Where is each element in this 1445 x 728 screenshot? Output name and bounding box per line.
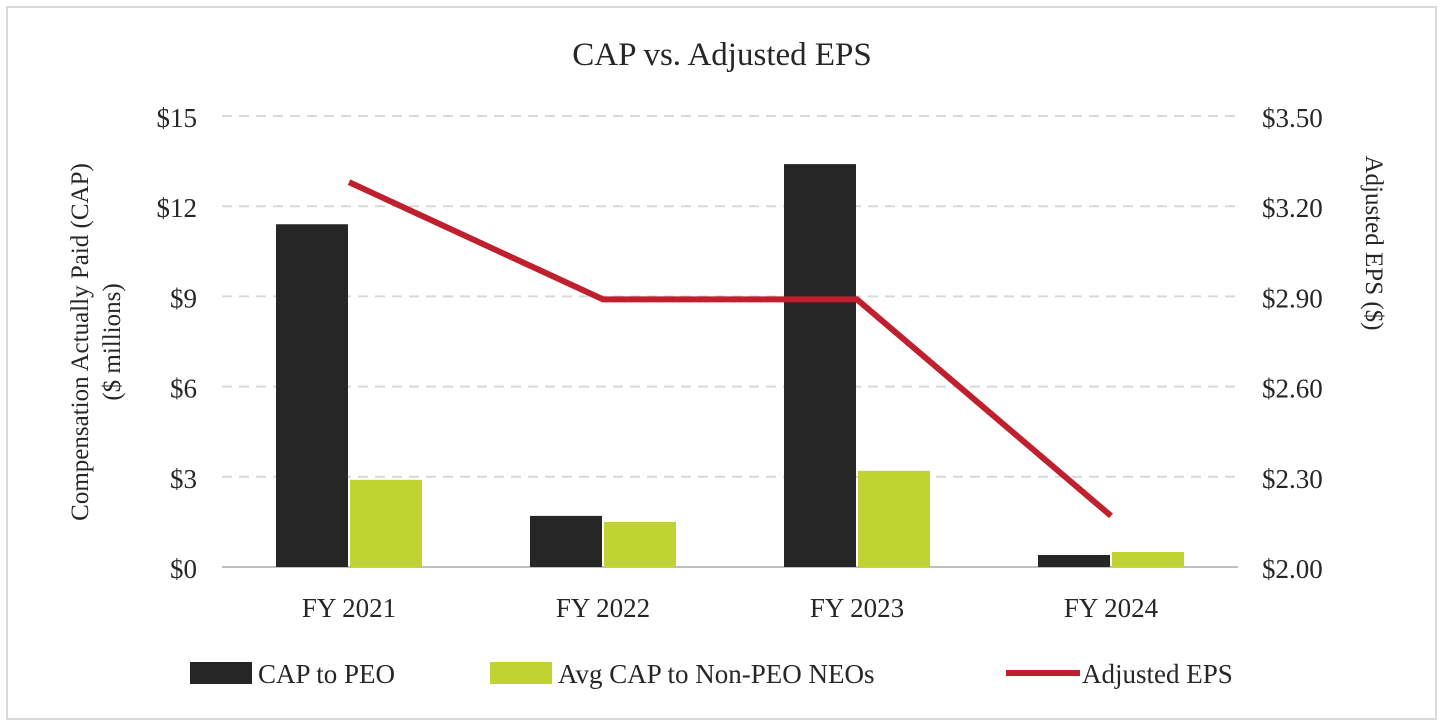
chart-frame [6, 6, 1437, 720]
x-tick-label: FY 2024 [1064, 593, 1159, 623]
y2-tick-label: $2.90 [1262, 283, 1323, 313]
y2-axis-ticks: $2.00 $2.30 $2.60 $2.90 $3.20 $3.50 [1262, 103, 1323, 584]
y-tick-label: $12 [157, 193, 198, 223]
legend-swatch [190, 662, 252, 684]
x-tick-label: FY 2023 [810, 593, 904, 623]
y-axis-title: Compensation Actually Paid (CAP) ($ mill… [67, 163, 126, 521]
y2-axis-title: Adjusted EPS ($) [1360, 156, 1387, 331]
y2-tick-label: $3.20 [1262, 193, 1323, 223]
y2-tick-label: $2.60 [1262, 374, 1323, 404]
y-axis-ticks: $0 $3 $6 $9 $12 $15 [157, 103, 198, 584]
bar-avg-cap-to-non-peo-neos [1112, 551, 1184, 567]
bar-cap-to-peo [784, 164, 856, 567]
x-tick-label: FY 2022 [556, 593, 650, 623]
line-adjusted-eps [347, 179, 1113, 519]
y-tick-label: $6 [170, 374, 197, 404]
legend-label: Adjusted EPS [1082, 659, 1233, 689]
bar-avg-cap-to-non-peo-neos [858, 470, 930, 567]
x-axis-ticks: FY 2021 FY 2022 FY 2023 FY 2024 [302, 593, 1159, 623]
x-tick-label: FY 2021 [302, 593, 396, 623]
bar-avg-cap-to-non-peo-neos [350, 479, 422, 567]
legend-label: CAP to PEO [258, 659, 395, 689]
legend: CAP to PEO Avg CAP to Non-PEO NEOs Adjuste… [190, 659, 1233, 689]
y2-tick-label: $2.30 [1262, 464, 1323, 494]
y-tick-label: $0 [170, 554, 197, 584]
bar-cap-to-peo [530, 515, 602, 567]
y-tick-label: $9 [170, 283, 197, 313]
y-axis-title-line2: ($ millions) [99, 283, 126, 400]
legend-label: Avg CAP to Non-PEO NEOs [558, 659, 875, 689]
y-tick-label: $15 [157, 103, 198, 133]
bar-cap-to-peo [1038, 554, 1110, 567]
lines [347, 179, 1113, 519]
y-tick-label: $3 [170, 464, 197, 494]
y2-tick-label: $3.50 [1262, 103, 1323, 133]
y2-tick-label: $2.00 [1262, 554, 1323, 584]
bar-cap-to-peo [276, 224, 348, 568]
chart-title: CAP vs. Adjusted EPS [572, 37, 872, 73]
legend-swatch [490, 662, 552, 684]
bars [276, 164, 1184, 568]
y-axis-title-line1: Compensation Actually Paid (CAP) [67, 163, 94, 521]
bar-avg-cap-to-non-peo-neos [604, 521, 676, 567]
